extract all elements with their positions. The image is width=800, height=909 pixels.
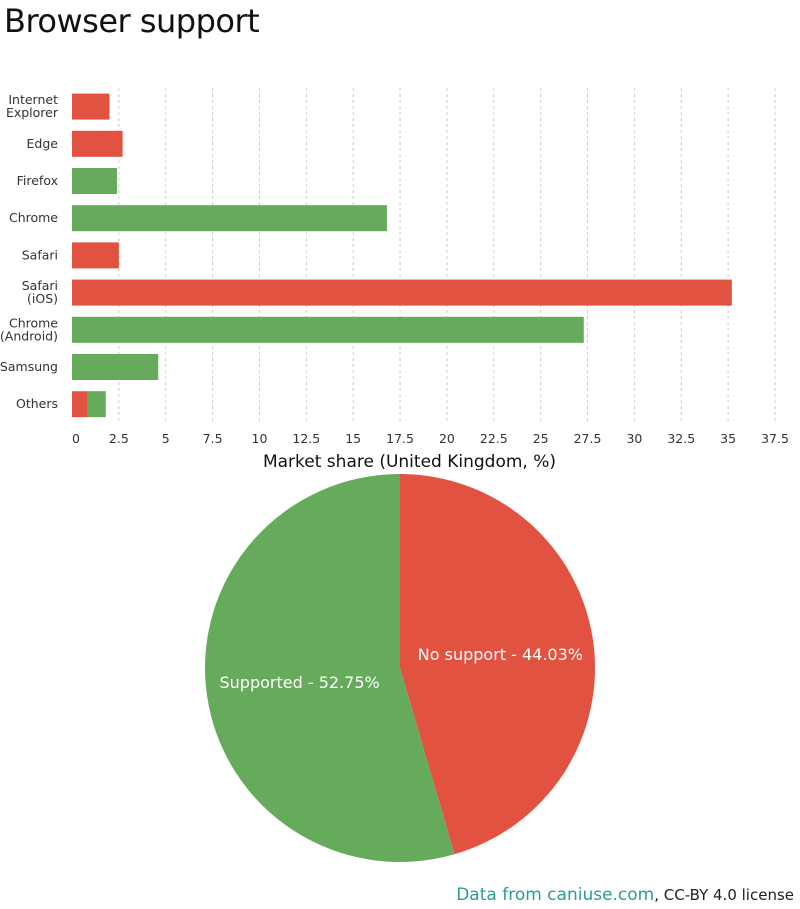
category-label: Safari xyxy=(22,247,58,262)
x-tick-label: 22.5 xyxy=(480,431,508,446)
bar-no_support xyxy=(72,391,87,418)
support-pie-chart: No support - 44.03% Supported - 52.75% xyxy=(204,474,595,862)
bar-supported xyxy=(72,354,159,380)
x-tick-label: 12.5 xyxy=(292,431,320,446)
x-tick-label: 2.5 xyxy=(109,431,129,446)
x-tick-label: 15 xyxy=(345,431,361,446)
x-tick-label: 0 xyxy=(72,431,80,446)
category-label: Firefox xyxy=(17,173,58,188)
footer: Data from caniuse.com, CC-BY 4.0 license xyxy=(456,885,794,905)
category-label: Others xyxy=(16,396,58,411)
x-tick-label: 25 xyxy=(533,431,549,446)
category-label: Edge xyxy=(27,136,59,151)
x-tick-label: 10 xyxy=(252,431,268,446)
bar-supported xyxy=(72,316,584,343)
x-tick-label: 27.5 xyxy=(574,431,602,446)
pie-label-supported: Supported - 52.75% xyxy=(220,673,380,692)
market-share-bar-chart: Internet Explorer Edge Firefox Chrome Safari S… xyxy=(0,88,789,470)
x-tick-label: 32.5 xyxy=(667,431,695,446)
bar-supported xyxy=(72,168,117,194)
bar-supported xyxy=(72,205,387,232)
pie-slice-no_support xyxy=(400,474,595,855)
category-label: Safari (iOS) xyxy=(22,278,58,306)
x-tick-label: 37.5 xyxy=(761,431,789,446)
x-tick-label: 5 xyxy=(162,431,170,446)
category-label: Samsung xyxy=(0,359,58,374)
category-label: Chrome (Android) xyxy=(0,315,58,343)
caniuse-link[interactable]: Data from caniuse.com xyxy=(456,885,655,905)
bar-no_support xyxy=(72,130,123,157)
x-axis-label: Market share (United Kingdom, %) xyxy=(263,452,556,470)
page-title: Browser support xyxy=(4,2,260,40)
bar-supported xyxy=(86,391,106,418)
pie-label-no_support: No support - 44.03% xyxy=(418,645,583,664)
category-label: Chrome xyxy=(9,210,58,225)
category-label: Internet Explorer xyxy=(6,92,59,120)
pie-slice-supported xyxy=(204,474,455,862)
x-tick-label: 7.5 xyxy=(203,431,223,446)
bar-no_support xyxy=(72,242,119,269)
bar-no_support xyxy=(72,279,732,306)
x-tick-label: 20 xyxy=(439,431,455,446)
x-tick-label: 17.5 xyxy=(386,431,414,446)
bar-no_support xyxy=(72,93,110,120)
x-tick-label: 35 xyxy=(720,431,736,446)
license-text: , CC-BY 4.0 license xyxy=(654,886,794,904)
x-tick-label: 30 xyxy=(626,431,642,446)
